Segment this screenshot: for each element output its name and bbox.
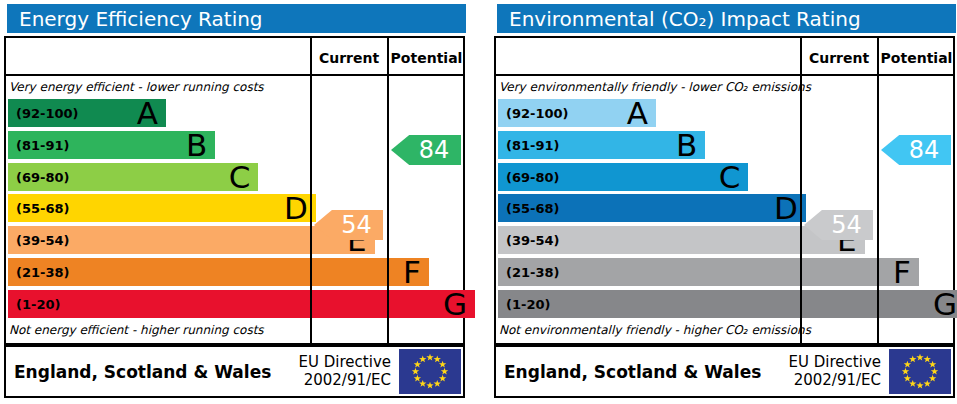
band-range-label: (21-38) <box>506 265 559 280</box>
potential-rating-value: 84 <box>909 136 940 164</box>
band-range-label: (69-80) <box>16 170 69 185</box>
eu-directive-line2: 2002/91/EC <box>299 372 391 391</box>
band-letter: C <box>229 163 251 191</box>
band-row-b: (81-91) B <box>498 131 705 159</box>
band-letter: F <box>893 258 911 286</box>
band-range-label: (92-100) <box>16 106 79 121</box>
band-letter: C <box>719 163 741 191</box>
band-row-d: (55-68) D <box>8 194 316 222</box>
eu-directive-line1: EU Directive <box>789 353 881 372</box>
band-letter: A <box>137 99 158 127</box>
region-label: England, Scotland & Wales <box>504 347 761 396</box>
eu-flag-icon <box>889 349 951 394</box>
band-row-g: (1-20) G <box>8 290 475 318</box>
bottom-note: Not energy efficient - higher running co… <box>9 323 264 337</box>
band-row-c: (69-80) C <box>8 163 258 191</box>
band-row-e: (39-54) E <box>498 226 865 254</box>
band-row-f: (21-38) F <box>8 258 429 286</box>
band-letter: G <box>933 290 957 318</box>
band-range-label: (81-91) <box>16 138 69 153</box>
header-divider <box>494 74 955 76</box>
band-range-label: (39-54) <box>506 233 559 248</box>
bottom-note: Not environmentally friendly - higher CO… <box>499 323 811 337</box>
band-range-label: (92-100) <box>506 106 569 121</box>
eu-directive-label: EU Directive 2002/91/EC <box>299 353 391 391</box>
band-range-label: (1-20) <box>16 297 60 312</box>
footer: England, Scotland & Wales EU Directive 2… <box>494 345 955 398</box>
band-range-label: (21-38) <box>16 265 69 280</box>
column-divider <box>387 36 389 345</box>
current-rating-value: 54 <box>831 211 862 239</box>
top-note: Very environmentally friendly - lower CO… <box>499 80 811 94</box>
eu-flag-icon <box>399 349 461 394</box>
column-divider <box>310 36 312 345</box>
band-range-label: (69-80) <box>506 170 559 185</box>
band-range-label: (1-20) <box>506 297 550 312</box>
current-rating-value: 54 <box>341 211 372 239</box>
eu-directive-line2: 2002/91/EC <box>789 372 881 391</box>
current-column-header: Current <box>801 50 877 66</box>
potential-column-header: Potential <box>878 50 955 66</box>
current-column-header: Current <box>311 50 387 66</box>
band-row-a: (92-100) A <box>498 99 656 127</box>
potential-column-header: Potential <box>388 50 465 66</box>
band-letter: D <box>774 194 798 222</box>
band-letter: A <box>627 99 648 127</box>
environmental-impact-panel: Environmental (CO₂) Impact Rating Very e… <box>490 0 957 404</box>
potential-rating-value: 84 <box>419 136 450 164</box>
column-divider <box>800 36 802 345</box>
band-letter: F <box>403 258 421 286</box>
energy-efficiency-panel: Energy Efficiency Rating Very energy eff… <box>0 0 467 404</box>
column-divider <box>877 36 879 345</box>
epc-rating-page: { "colors": { "header_bg": "#0e76bb", "b… <box>0 0 957 404</box>
band-letter: G <box>443 290 467 318</box>
top-note: Very energy efficient - lower running co… <box>9 80 264 94</box>
band-range-label: (55-68) <box>16 201 69 216</box>
region-label: England, Scotland & Wales <box>14 347 271 396</box>
footer: England, Scotland & Wales EU Directive 2… <box>4 345 465 398</box>
band-range-label: (39-54) <box>16 233 69 248</box>
panel-title: Energy Efficiency Rating <box>19 7 263 31</box>
band-letter: D <box>284 194 308 222</box>
panel-title: Environmental (CO₂) Impact Rating <box>509 7 861 31</box>
band-row-e: (39-54) E <box>8 226 375 254</box>
band-range-label: (55-68) <box>506 201 559 216</box>
panel-title-bar: Energy Efficiency Rating <box>7 4 466 33</box>
band-row-b: (81-91) B <box>8 131 215 159</box>
header-divider <box>4 74 465 76</box>
band-letter: B <box>676 131 697 159</box>
eu-directive-line1: EU Directive <box>299 353 391 372</box>
band-letter: B <box>186 131 207 159</box>
band-range-label: (81-91) <box>506 138 559 153</box>
panel-title-bar: Environmental (CO₂) Impact Rating <box>497 4 956 33</box>
band-row-a: (92-100) A <box>8 99 166 127</box>
band-row-g: (1-20) G <box>498 290 957 318</box>
band-row-d: (55-68) D <box>498 194 806 222</box>
band-row-f: (21-38) F <box>498 258 919 286</box>
band-row-c: (69-80) C <box>498 163 748 191</box>
eu-directive-label: EU Directive 2002/91/EC <box>789 353 881 391</box>
